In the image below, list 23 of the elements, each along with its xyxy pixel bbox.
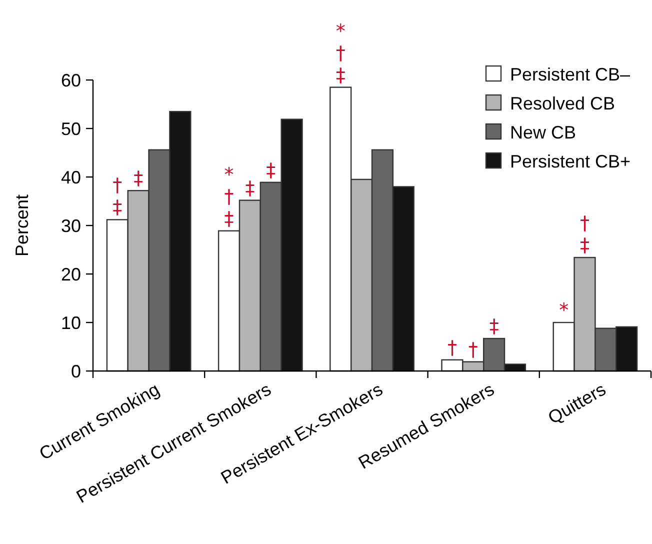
y-tick-label: 10 <box>60 312 81 333</box>
y-axis-title: Percent <box>12 194 32 257</box>
data-label: ‡ <box>245 177 255 200</box>
legend-label: Persistent CB– <box>510 64 630 84</box>
data-label: *†‡ <box>336 20 346 86</box>
legend-label: New CB <box>510 122 576 142</box>
data-label: ‡ <box>266 159 276 182</box>
data-label: *†‡ <box>224 164 234 230</box>
data-label: † <box>468 338 478 361</box>
y-tick-label: 0 <box>70 361 81 382</box>
y-tick-label: 60 <box>60 70 81 90</box>
legend-label: Persistent CB+ <box>510 151 631 172</box>
data-label: †‡ <box>580 212 590 257</box>
data-label: ‡ <box>489 316 499 338</box>
data-label: †‡ <box>112 174 122 219</box>
y-tick-label: 20 <box>60 264 81 284</box>
y-tick-label: 50 <box>60 118 81 139</box>
data-label: ‡ <box>134 168 144 190</box>
data-label: † <box>447 336 457 359</box>
legend-label: Resolved CB <box>510 93 616 114</box>
y-tick-label: 30 <box>60 216 81 236</box>
y-tick-label: 40 <box>60 167 81 188</box>
data-label: * <box>559 300 569 322</box>
